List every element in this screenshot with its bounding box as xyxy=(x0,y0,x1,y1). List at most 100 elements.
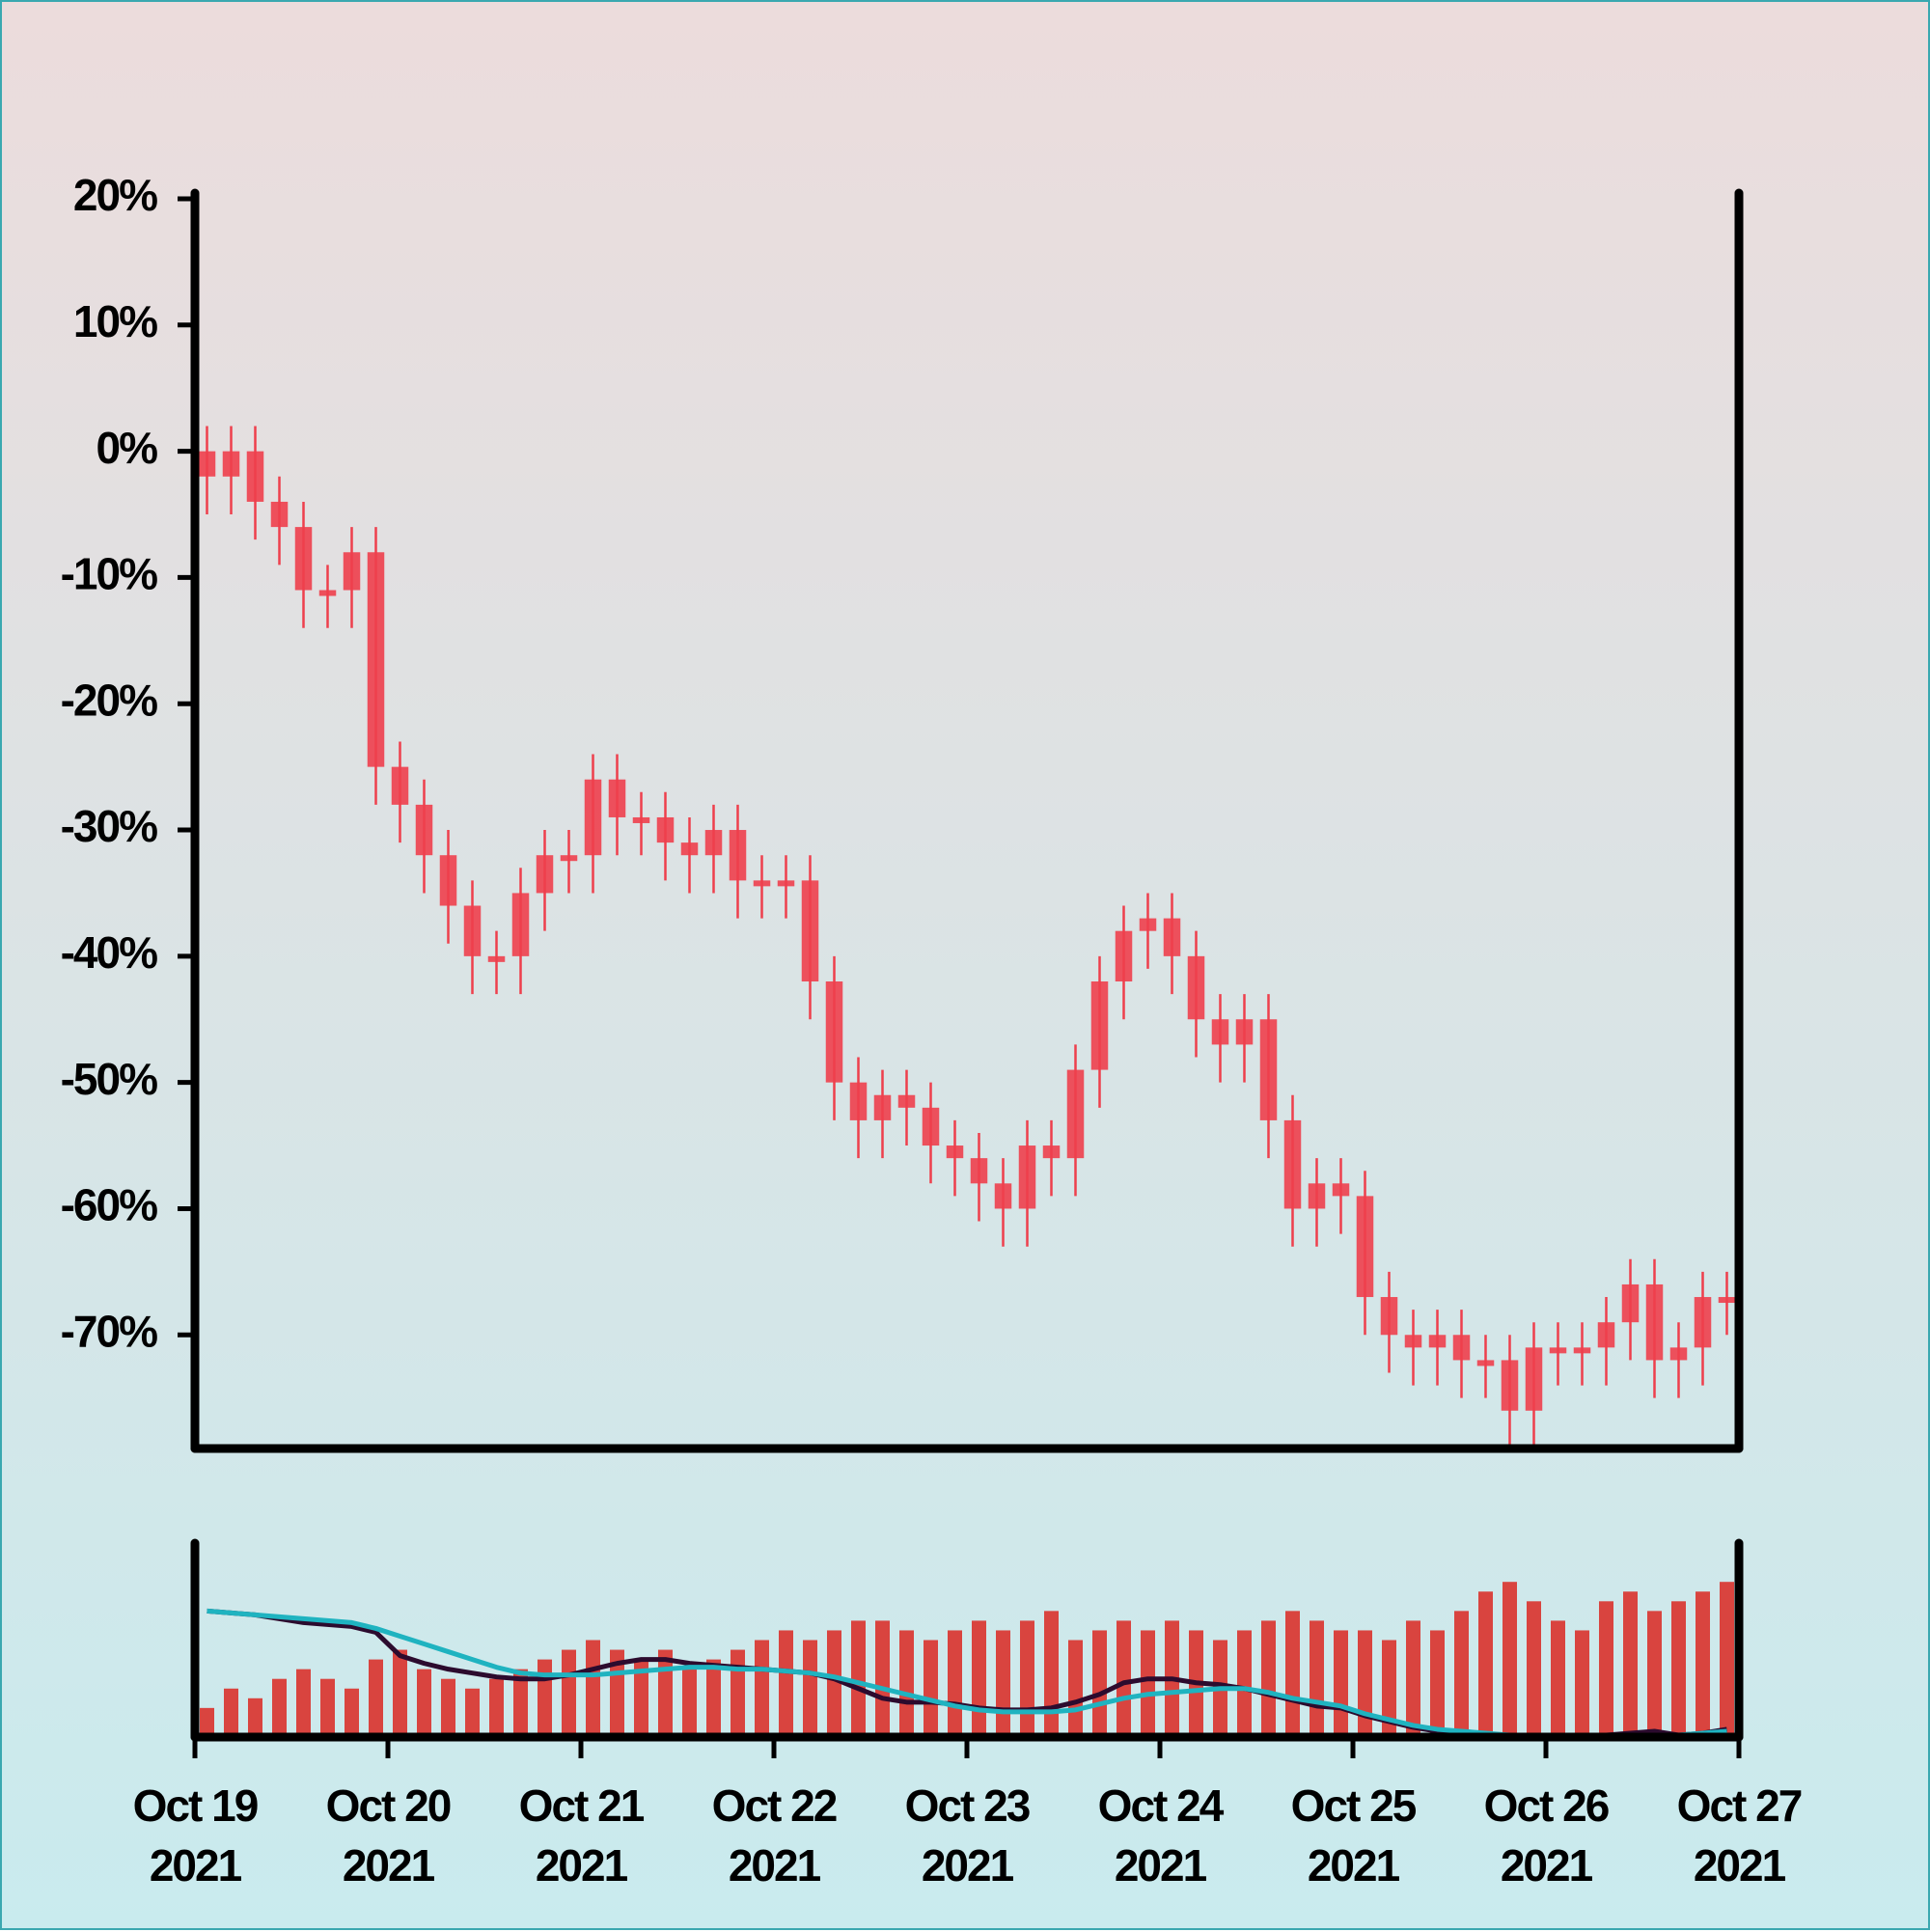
volume-bar xyxy=(1141,1630,1155,1737)
y-tick-label: -10% xyxy=(61,549,157,599)
candle-body xyxy=(994,1183,1012,1209)
candle-body xyxy=(270,501,289,528)
candle-body xyxy=(1476,1360,1495,1366)
volume-bar xyxy=(731,1649,745,1737)
volume-bar xyxy=(1068,1640,1083,1737)
candle-body xyxy=(1718,1297,1736,1304)
volume-bar xyxy=(996,1630,1010,1737)
volume-bar xyxy=(1044,1611,1059,1737)
candle-body xyxy=(294,527,313,591)
candle-body xyxy=(729,830,747,881)
candle-body xyxy=(1525,1347,1543,1411)
volume-bar xyxy=(1092,1630,1107,1737)
volume-bar xyxy=(1237,1630,1252,1737)
candle-body xyxy=(1018,1145,1036,1209)
candle-body xyxy=(367,552,385,767)
candle-body xyxy=(439,855,457,906)
volume-bar xyxy=(827,1630,841,1737)
candle-body xyxy=(1645,1283,1664,1361)
volume-bar xyxy=(899,1630,914,1737)
candle-body xyxy=(1283,1119,1302,1209)
volume-bar xyxy=(706,1659,721,1737)
y-tick-label: 10% xyxy=(73,296,157,346)
volume-bar xyxy=(562,1649,576,1737)
candle-body xyxy=(318,590,337,596)
candle-body xyxy=(1042,1145,1061,1159)
volume-bar xyxy=(851,1620,866,1737)
candle-body xyxy=(560,855,578,862)
candle-body xyxy=(1187,955,1205,1020)
volume-bar xyxy=(924,1640,938,1737)
candle-body xyxy=(1694,1297,1712,1348)
volume-bar xyxy=(1406,1620,1420,1737)
candle-body xyxy=(1501,1360,1519,1411)
candle-body xyxy=(463,905,482,956)
y-tick-label: -40% xyxy=(61,927,157,978)
candle-body xyxy=(1549,1347,1567,1354)
volume-bar xyxy=(948,1630,962,1737)
candle-body xyxy=(415,804,433,856)
candle-body xyxy=(1115,930,1133,982)
candle-body xyxy=(825,981,843,1083)
x-tick-label: Oct 19 2021 xyxy=(132,1780,260,1891)
candle-body xyxy=(946,1145,964,1159)
x-tick-label: Oct 26 2021 xyxy=(1483,1780,1611,1891)
volume-bar xyxy=(1647,1611,1662,1737)
volume-bar xyxy=(369,1659,383,1737)
y-tick-label: -20% xyxy=(61,675,157,725)
volume-bar xyxy=(1478,1591,1493,1737)
volume-bar xyxy=(1358,1630,1372,1737)
x-tick-label: Oct 27 2021 xyxy=(1676,1780,1804,1891)
volume-bar xyxy=(538,1659,552,1737)
x-tick-label: Oct 23 2021 xyxy=(904,1780,1032,1891)
volume-bar xyxy=(972,1620,986,1737)
candle-body xyxy=(1211,1019,1229,1045)
volume-bar xyxy=(1696,1591,1710,1737)
candle-body xyxy=(198,451,216,477)
x-tick-label: Oct 20 2021 xyxy=(325,1780,453,1891)
volume-bar xyxy=(658,1649,673,1737)
volume-bar xyxy=(1261,1620,1276,1737)
volume-bar xyxy=(803,1640,817,1737)
volume-bar xyxy=(489,1678,504,1737)
volume-bar xyxy=(224,1688,238,1737)
candle-body xyxy=(680,842,699,856)
volume-bar xyxy=(1720,1582,1734,1737)
candle-body xyxy=(1332,1183,1350,1197)
volume-bar xyxy=(1551,1620,1565,1737)
candle-body xyxy=(1404,1335,1422,1348)
volume-bar xyxy=(1382,1640,1396,1737)
candle-body xyxy=(1621,1283,1640,1323)
candle-body xyxy=(873,1094,892,1120)
y-tick-label: -60% xyxy=(61,1180,157,1230)
volume-bar xyxy=(1117,1620,1131,1737)
candle-body xyxy=(632,816,650,823)
candle-body xyxy=(1235,1019,1254,1045)
candle-body xyxy=(511,893,530,956)
volume-bar xyxy=(586,1640,600,1737)
volume-bar xyxy=(1575,1630,1589,1737)
candle-body xyxy=(1452,1335,1471,1361)
volume-bar xyxy=(1599,1601,1613,1737)
candle-body xyxy=(897,1094,916,1108)
candle-body xyxy=(1259,1019,1278,1120)
volume-bar xyxy=(1334,1630,1348,1737)
volume-bar xyxy=(1285,1611,1300,1737)
candle-body xyxy=(343,552,361,591)
candle-body xyxy=(1163,918,1181,956)
y-tick-label: 20% xyxy=(73,170,157,220)
volume-bar xyxy=(634,1659,648,1737)
candle-body xyxy=(656,816,675,843)
candle-body xyxy=(391,766,409,805)
candle-body xyxy=(1669,1347,1688,1361)
candle-body xyxy=(1597,1322,1615,1348)
candle-body xyxy=(536,855,554,894)
candle-body xyxy=(584,779,602,856)
candle-body xyxy=(777,880,795,887)
volume-bar xyxy=(682,1669,697,1737)
volume-bar xyxy=(875,1620,890,1737)
candle-body xyxy=(1308,1183,1326,1209)
candle-body xyxy=(1573,1347,1591,1354)
